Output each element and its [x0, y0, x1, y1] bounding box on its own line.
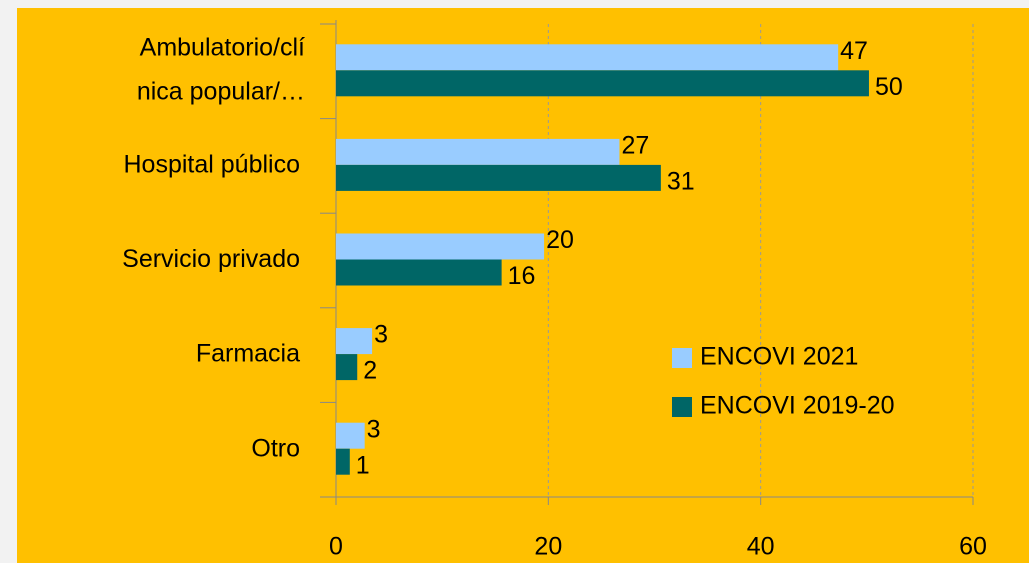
- x-tick-label: 0: [329, 533, 343, 561]
- data-label: 47: [840, 37, 868, 65]
- legend-swatch: [672, 397, 692, 417]
- y-tick-label: Farmacia: [196, 340, 300, 368]
- data-label: 20: [546, 226, 574, 254]
- bar: [336, 328, 373, 355]
- x-tick-label: 20: [534, 533, 562, 561]
- legend-label: ENCOVI 2021: [700, 343, 858, 371]
- chart-background: [17, 8, 1029, 563]
- data-label: 27: [621, 132, 649, 160]
- y-tick-label: Servicio privado: [122, 245, 300, 273]
- bar: [336, 44, 839, 71]
- bar: [336, 233, 545, 260]
- data-label: 2: [363, 357, 377, 385]
- bar: [336, 354, 358, 381]
- data-label: 16: [508, 262, 536, 290]
- legend-label: ENCOVI 2019-20: [700, 392, 895, 420]
- data-label: 3: [374, 321, 388, 349]
- data-label: 1: [356, 451, 370, 479]
- x-tick-label: 60: [959, 533, 987, 561]
- y-tick-label: Otro: [251, 434, 300, 462]
- bar: [336, 138, 620, 165]
- y-tick-label: Hospital público: [124, 151, 301, 179]
- bar: [336, 164, 661, 191]
- data-label: 3: [367, 415, 381, 443]
- legend-swatch: [672, 348, 692, 368]
- data-label: 31: [667, 168, 695, 196]
- bar: [336, 70, 869, 97]
- x-tick-label: 40: [747, 533, 775, 561]
- data-label: 50: [875, 73, 903, 101]
- y-tick-label: Ambulatorio/clí nica popular/…: [137, 33, 305, 105]
- bar: [336, 259, 502, 286]
- bar: [336, 448, 350, 475]
- bar: [336, 422, 365, 449]
